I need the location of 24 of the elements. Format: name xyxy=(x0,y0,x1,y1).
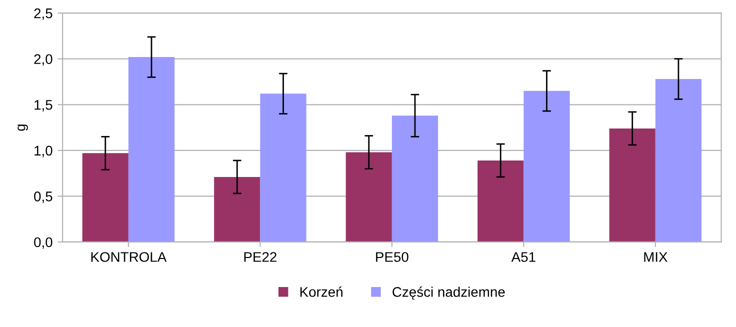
x-tick-label: PE50 xyxy=(376,252,408,262)
legend-label: Korzeń xyxy=(300,286,342,297)
bar xyxy=(655,79,702,242)
x-tick-label: MIX xyxy=(644,252,668,262)
y-tick-label: 0,5 xyxy=(34,192,52,204)
x-tick-label: PE22 xyxy=(244,252,276,262)
x-tick-label: A51 xyxy=(511,252,536,262)
y-tick-label: 1,0 xyxy=(34,146,52,158)
bar xyxy=(524,90,570,242)
y-tick-label: 2,0 xyxy=(34,54,52,66)
y-tick-label: 2,5 xyxy=(34,8,52,20)
bar xyxy=(82,153,128,242)
y-tick-label: 0,0 xyxy=(34,237,52,249)
bar xyxy=(392,116,438,242)
bar xyxy=(478,160,524,242)
y-tick-label: 1,5 xyxy=(34,100,52,112)
y-axis-title: g xyxy=(18,124,28,131)
legend-label: Części nadziemne xyxy=(392,286,505,300)
bar xyxy=(260,94,306,242)
bar xyxy=(609,128,656,242)
bar xyxy=(128,57,175,242)
bar xyxy=(214,176,260,242)
x-tick-label: KONTROLA xyxy=(91,252,167,262)
bar xyxy=(346,152,392,242)
